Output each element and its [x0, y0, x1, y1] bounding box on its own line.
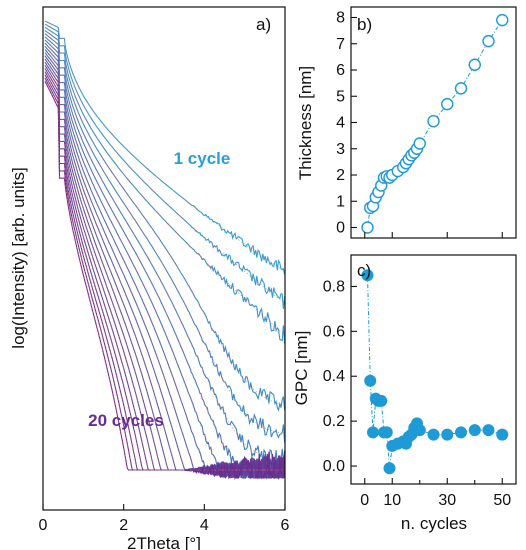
panel-c-x-axis-label: n. cycles	[401, 514, 467, 533]
gpc-point	[427, 428, 440, 441]
y-tick-label: 0.4	[323, 368, 345, 385]
xrr-fit-curve	[44, 20, 285, 272]
gpc-point	[413, 424, 426, 437]
panel-b-label: b)	[357, 15, 372, 34]
xrr-fit-curve	[44, 80, 285, 471]
y-tick-label: 8	[336, 10, 345, 27]
xrr-fit-curve	[44, 23, 285, 304]
y-tick-label: 6	[336, 62, 345, 79]
panel-b-points	[361, 13, 509, 234]
y-tick-label: 1	[336, 193, 345, 210]
xrr-curve	[44, 26, 286, 344]
panel-c-points	[361, 269, 509, 475]
xrr-curve	[44, 33, 286, 443]
xrr-fit-curve	[44, 52, 285, 471]
thickness-point	[441, 97, 454, 111]
thickness-point	[361, 221, 374, 234]
gpc-point	[383, 462, 396, 475]
xrr-fit-curve	[44, 49, 285, 471]
x-tick-label: 30	[438, 492, 456, 509]
y-tick-label: 0.6	[323, 323, 345, 340]
panel-b-y-axis-label: Thickness [nm]	[296, 66, 315, 180]
xrr-fit-curve	[44, 77, 285, 471]
x-tick-label: 10	[383, 492, 401, 509]
y-tick-label: 5	[336, 88, 345, 105]
gpc-point	[380, 426, 393, 439]
panel-c-y-ticks: 0.0 0.2 0.4 0.6 0.8	[323, 278, 357, 475]
panel-c-label: c)	[357, 261, 371, 280]
x-tick-label: 2	[119, 517, 128, 534]
panel-a-x-axis-label: 2Theta [°]	[127, 534, 201, 550]
xrr-fit-curve	[44, 55, 285, 471]
xrr-fit-curve	[44, 33, 285, 434]
gpc-point	[496, 428, 509, 441]
panel-c: 0.0 0.2 0.4 0.6 0.8 0 10 30 50 c) n. cycles GPC…	[292, 254, 517, 533]
y-tick-label: 2	[336, 167, 345, 184]
gpc-point	[364, 374, 377, 387]
xrr-fit-curve	[44, 30, 285, 406]
xrr-curve	[44, 20, 286, 275]
xrr-fit-curve	[44, 74, 285, 471]
panel-b-y-ticks: 0 1 2 3 4 5 6 7 8	[336, 10, 357, 237]
y-tick-label: 0	[336, 220, 345, 237]
y-tick-label: 0.2	[323, 413, 345, 430]
xrr-curve	[44, 45, 286, 479]
panel-b: 0 1 2 3 4 5 6 7 8 b) Thickness [nm]	[296, 6, 517, 239]
annotation-20-cycles: 20 cycles	[88, 411, 164, 430]
x-tick-label: 0	[360, 492, 369, 509]
gpc-point	[482, 424, 495, 437]
panel-c-y-axis-label: GPC [nm]	[292, 331, 311, 406]
panel-c-frame	[350, 254, 517, 485]
panel-a: 0 2 4 6 a) 2Theta [°] log(Intensity) [arb. …	[9, 6, 290, 550]
panel-a-label: a)	[256, 15, 271, 34]
gpc-point	[367, 426, 379, 439]
panel-a-y-axis-label: log(Intensity) [arb. units]	[9, 167, 28, 348]
x-tick-label: 50	[493, 492, 511, 509]
y-tick-label: 0.0	[323, 458, 345, 475]
xrr-curves	[44, 20, 286, 481]
xrr-fit-curve	[44, 27, 285, 336]
thickness-point	[413, 137, 426, 150]
annotation-1-cycle: 1 cycle	[174, 149, 231, 168]
thickness-point	[427, 114, 440, 128]
panel-a-x-ticks: 0 2 4 6	[39, 504, 290, 534]
panel-c-x-ticks: 0 10 30 50	[360, 478, 511, 509]
gpc-point	[361, 269, 374, 282]
gpc-point	[375, 394, 388, 407]
thickness-point	[468, 58, 481, 71]
panel-b-x-ticks	[364, 232, 503, 238]
y-tick-label: 7	[336, 36, 345, 53]
y-tick-label: 0.8	[323, 278, 345, 295]
gpc-point	[441, 428, 454, 441]
gpc-point	[455, 426, 467, 439]
xrr-fit-curve	[44, 36, 285, 461]
y-tick-label: 3	[336, 141, 345, 158]
thickness-point	[482, 34, 495, 48]
gpc-point	[468, 424, 481, 437]
thickness-point	[454, 82, 468, 95]
panel-a-frame	[42, 6, 286, 511]
x-tick-label: 4	[200, 517, 209, 534]
y-tick-label: 4	[336, 115, 345, 132]
thickness-point	[496, 13, 509, 27]
xrr-curve	[44, 39, 286, 479]
x-tick-label: 0	[39, 517, 48, 534]
x-tick-label: 6	[281, 517, 290, 534]
